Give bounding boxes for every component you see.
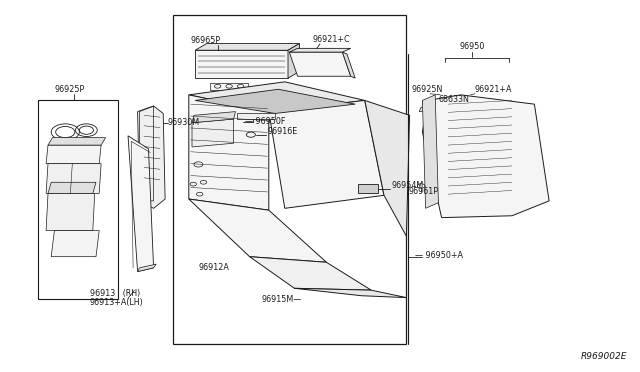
Polygon shape xyxy=(288,44,300,78)
Polygon shape xyxy=(342,52,355,78)
Polygon shape xyxy=(189,82,365,112)
Polygon shape xyxy=(250,257,371,290)
Polygon shape xyxy=(365,100,410,236)
Bar xyxy=(38,100,118,299)
Polygon shape xyxy=(51,231,99,257)
Text: 96912A: 96912A xyxy=(198,263,229,272)
Text: 96921+A: 96921+A xyxy=(475,85,513,94)
Text: 96925N: 96925N xyxy=(412,85,443,94)
Text: 96925P: 96925P xyxy=(54,85,84,94)
Polygon shape xyxy=(48,182,96,193)
Polygon shape xyxy=(195,89,355,113)
Polygon shape xyxy=(46,145,101,164)
Polygon shape xyxy=(138,264,156,272)
Polygon shape xyxy=(192,119,234,147)
Polygon shape xyxy=(189,199,326,262)
Polygon shape xyxy=(128,136,154,272)
Text: 96961P: 96961P xyxy=(408,187,438,196)
Text: 96915M—: 96915M— xyxy=(261,295,301,304)
Polygon shape xyxy=(422,95,549,218)
Text: 96965P: 96965P xyxy=(191,36,221,45)
Polygon shape xyxy=(358,184,378,193)
Polygon shape xyxy=(138,106,165,208)
Text: R969002E: R969002E xyxy=(580,352,627,361)
Text: 96954M: 96954M xyxy=(392,182,424,190)
Text: 96950: 96950 xyxy=(460,42,485,51)
Text: — 96950+A: — 96950+A xyxy=(415,251,463,260)
Polygon shape xyxy=(195,44,300,50)
Text: 96913+A(LH): 96913+A(LH) xyxy=(90,298,143,307)
Polygon shape xyxy=(419,107,440,112)
Polygon shape xyxy=(289,52,351,76)
Polygon shape xyxy=(46,193,95,231)
Polygon shape xyxy=(48,138,106,145)
Polygon shape xyxy=(294,288,406,298)
Text: 96916E: 96916E xyxy=(268,127,298,136)
Text: 96913   (RH): 96913 (RH) xyxy=(90,289,140,298)
Polygon shape xyxy=(237,113,275,119)
Polygon shape xyxy=(189,95,269,210)
Text: 68633N: 68633N xyxy=(438,95,469,104)
Text: 96930M: 96930M xyxy=(168,118,200,127)
Text: 96921+C: 96921+C xyxy=(312,35,350,44)
Polygon shape xyxy=(422,101,442,104)
Polygon shape xyxy=(422,95,438,208)
Polygon shape xyxy=(192,112,236,123)
Polygon shape xyxy=(210,83,248,90)
Polygon shape xyxy=(269,100,384,208)
Polygon shape xyxy=(195,50,288,78)
Bar xyxy=(173,15,406,344)
Polygon shape xyxy=(289,48,351,52)
Polygon shape xyxy=(46,164,101,193)
Text: — 96950F: — 96950F xyxy=(245,118,285,126)
